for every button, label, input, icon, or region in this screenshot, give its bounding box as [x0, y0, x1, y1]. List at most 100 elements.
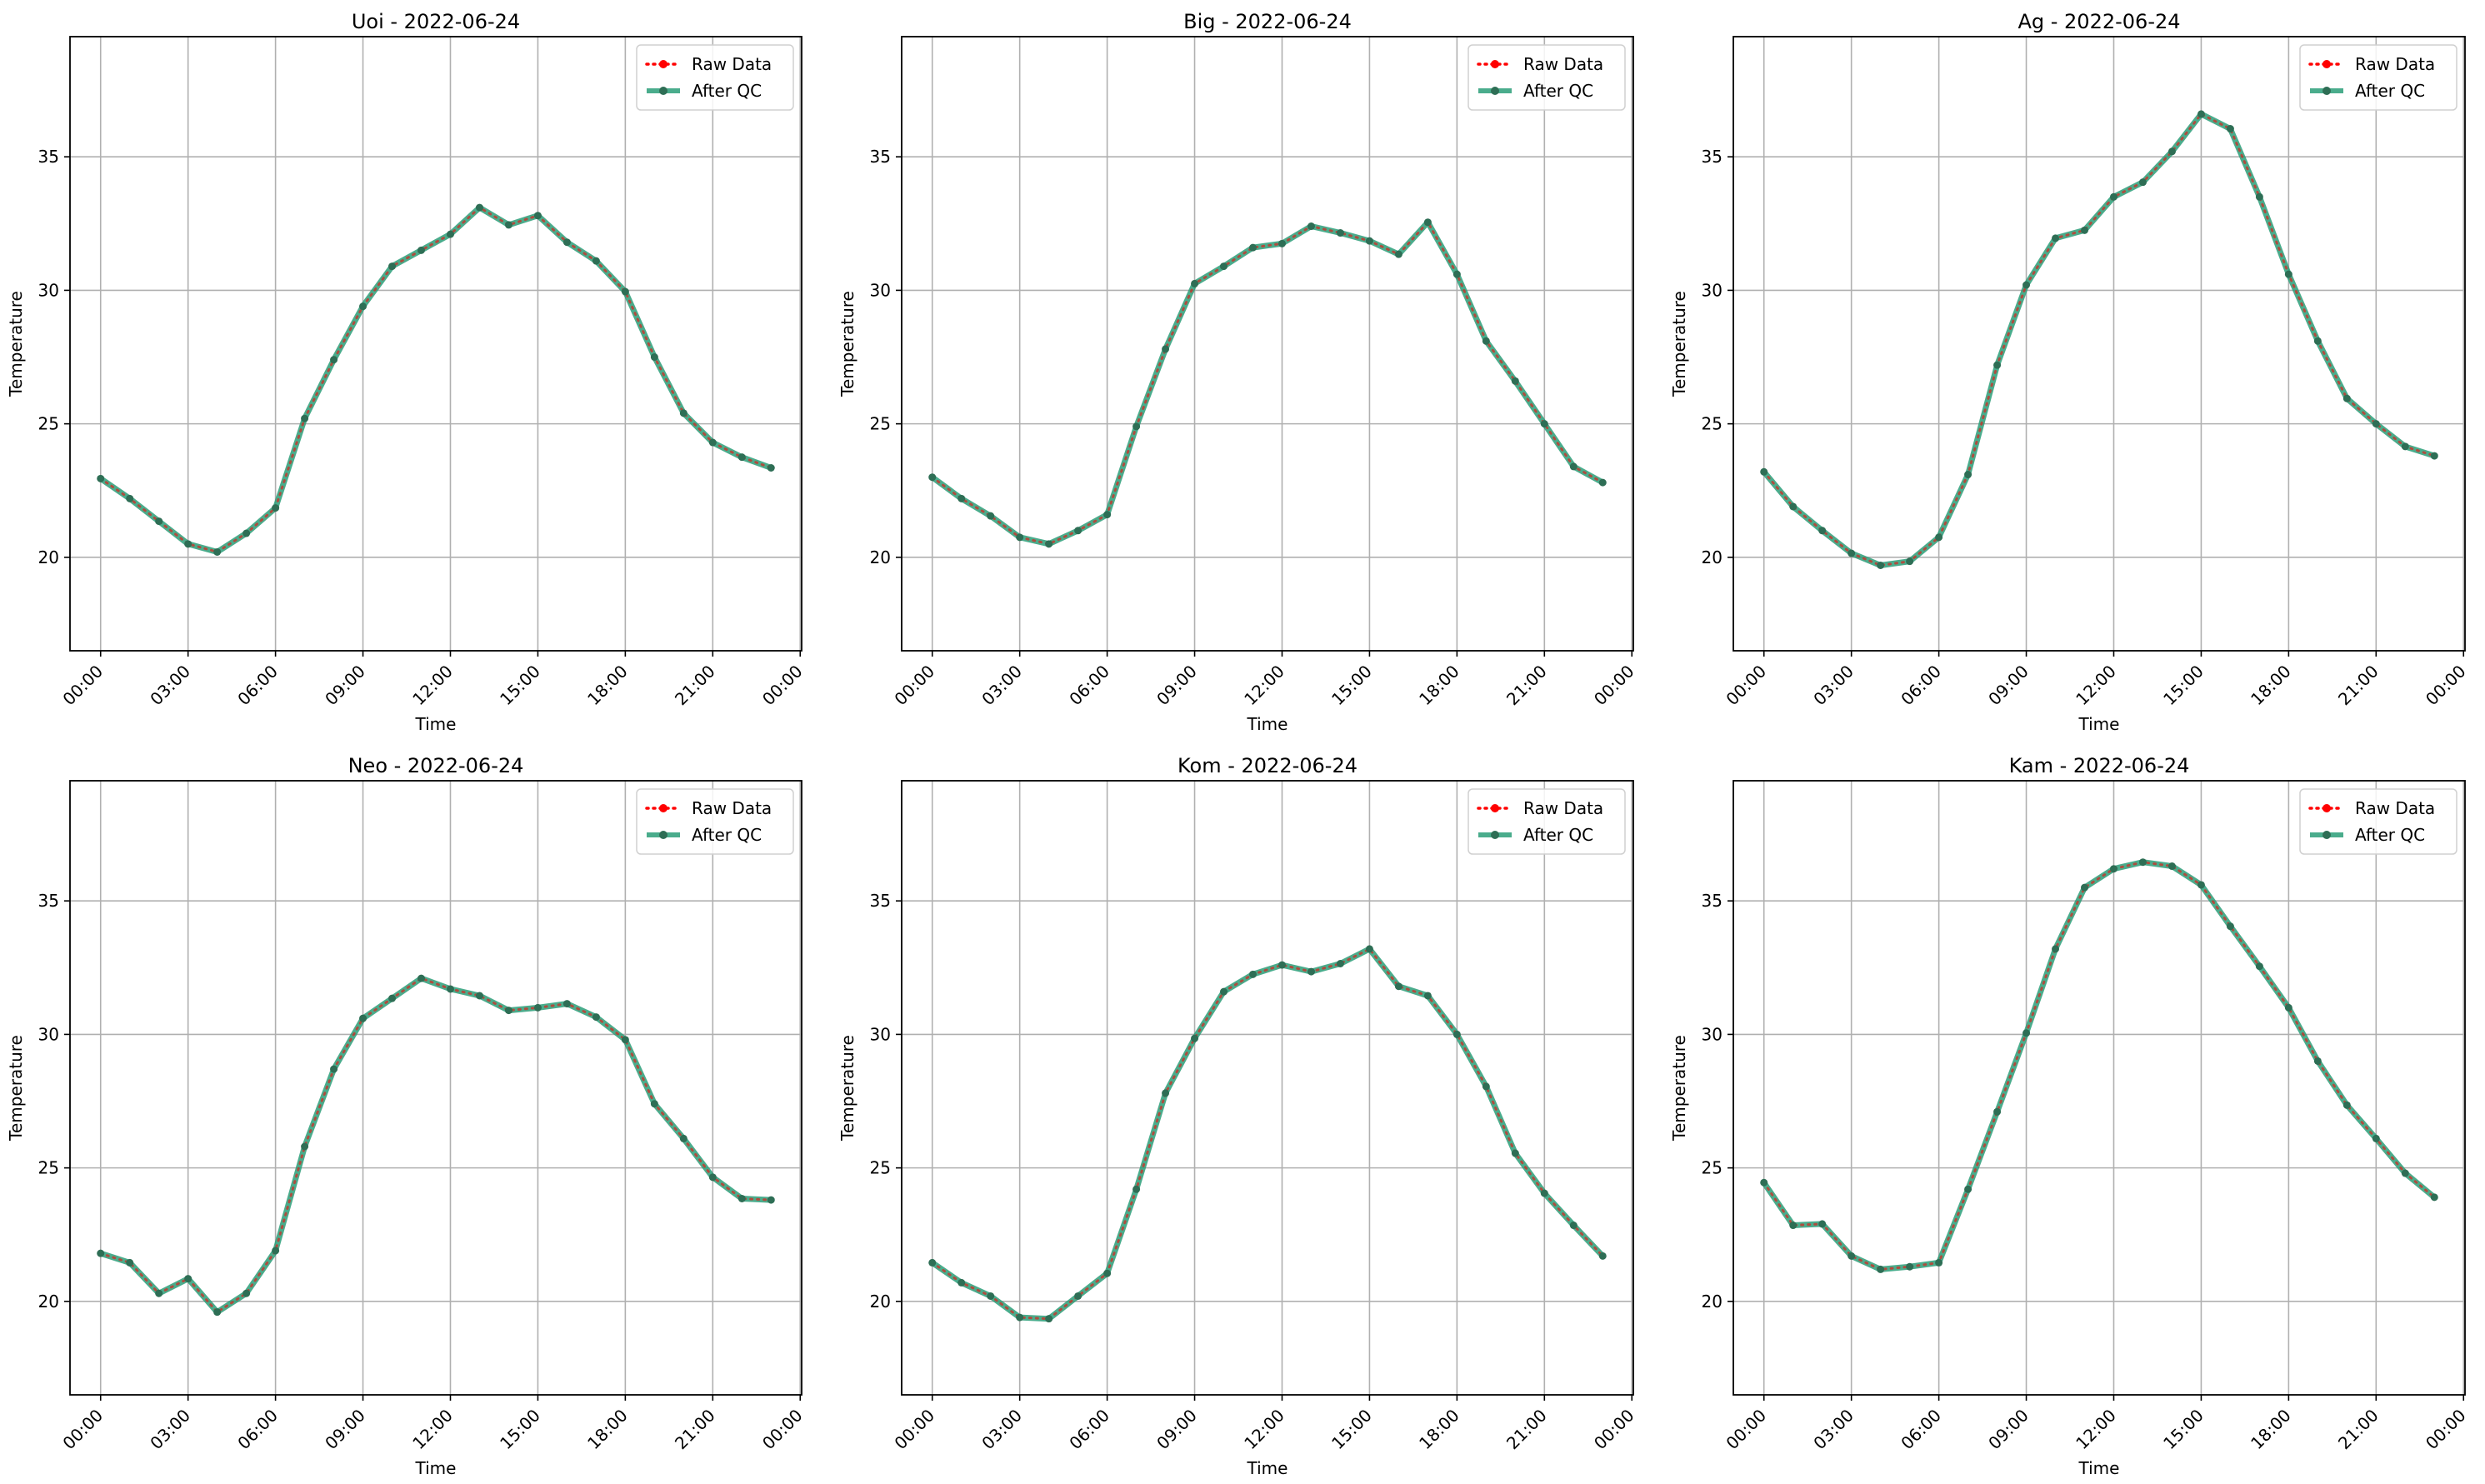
data-point-after-qc [1336, 959, 1344, 967]
axes-frame [69, 780, 802, 1396]
legend-marker-raw-data [1491, 804, 1499, 812]
x-tick-label: 18:00 [1415, 661, 1463, 709]
legend-box [636, 44, 794, 111]
x-tick-label: 00:00 [58, 661, 107, 709]
x-tick-label: 15:00 [1328, 1405, 1376, 1453]
subplot-3: 00:00 03:00 06:00 09:00 12:00 15:00 18:00 21:00… [1669, 10, 2470, 734]
axes-frame [901, 780, 1634, 1396]
x-tick-label: 00:00 [758, 1405, 807, 1453]
data-point-after-qc [2401, 1169, 2409, 1177]
data-point-after-qc [621, 287, 629, 296]
series-line-raw-data [1762, 861, 2436, 1271]
legend-label-raw-data: Raw Data [692, 54, 772, 74]
data-point-after-qc [97, 1249, 105, 1257]
x-tick-label: 18:00 [1415, 1405, 1463, 1453]
x-tick-label: 03:00 [1809, 661, 1858, 709]
data-point-after-qc [2052, 234, 2060, 242]
data-point-after-qc [1162, 1089, 1170, 1097]
x-tick-label: 00:00 [2422, 1405, 2470, 1453]
data-point-after-qc [1452, 1030, 1461, 1038]
data-point-after-qc [1906, 557, 1914, 566]
chart-title: Neo - 2022-06-24 [348, 754, 524, 777]
data-point-after-qc [1818, 527, 1827, 535]
data-point-after-qc [1877, 561, 1885, 569]
data-point-after-qc [1103, 511, 1112, 519]
y-tick-label: 35 [870, 147, 891, 167]
x-tick-label: 06:00 [233, 1405, 282, 1453]
x-tick-label: 15:00 [496, 1405, 544, 1453]
series-line-raw-data [99, 206, 772, 554]
y-tick-label: 25 [870, 1158, 891, 1178]
data-point-after-qc [2342, 394, 2351, 402]
x-tick-label: 06:00 [1065, 661, 1113, 709]
data-point-after-qc [388, 262, 397, 271]
y-axis-label: Temperature [6, 291, 26, 397]
data-point-after-qc [184, 540, 192, 548]
data-point-after-qc [272, 504, 280, 512]
subplot-4: 00:00 03:00 06:00 09:00 12:00 15:00 18:00 21:00… [6, 754, 807, 1478]
data-point-after-qc [475, 203, 483, 212]
data-point-after-qc [2372, 1134, 2380, 1142]
y-tick-label: 35 [38, 891, 59, 911]
y-tick-label: 20 [38, 547, 59, 567]
data-point-after-qc [1598, 478, 1607, 487]
legend-box [636, 788, 794, 855]
data-point-after-qc [2430, 452, 2438, 460]
data-point-after-qc [708, 438, 717, 447]
data-point-after-qc [504, 221, 512, 229]
y-tick-label: 30 [38, 1024, 59, 1044]
data-point-after-qc [1045, 540, 1053, 548]
y-tick-label: 20 [38, 1292, 59, 1312]
x-tick-label: 21:00 [2334, 661, 2382, 709]
data-point-after-qc [767, 1196, 775, 1204]
legend: Raw Data After QC [636, 44, 794, 111]
data-point-after-qc [1074, 527, 1082, 535]
data-point-after-qc [1789, 502, 1798, 511]
plot-area [902, 781, 1633, 1395]
data-point-after-qc [1789, 1222, 1798, 1230]
legend: Raw Data After QC [2299, 788, 2458, 855]
x-tick-label: 00:00 [2422, 661, 2470, 709]
subplot-1: 00:00 03:00 06:00 09:00 12:00 15:00 18:00 21:00… [6, 10, 807, 734]
y-tick-label: 30 [870, 280, 891, 300]
legend-marker-after-qc [1491, 87, 1499, 95]
y-tick-label: 20 [870, 1292, 891, 1312]
data-point-after-qc [213, 547, 222, 556]
x-tick-label: 18:00 [2247, 661, 2295, 709]
data-point-after-qc [1103, 1269, 1112, 1277]
y-tick-label: 35 [870, 891, 891, 911]
data-point-after-qc [2081, 883, 2089, 892]
x-tick-label: 03:00 [1809, 1405, 1858, 1453]
data-point-after-qc [708, 1173, 717, 1182]
x-tick-label: 15:00 [1328, 661, 1376, 709]
subplot-5: 00:00 03:00 06:00 09:00 12:00 15:00 18:00 21:00… [838, 754, 1638, 1478]
legend-label-after-qc: After QC [692, 825, 762, 845]
data-point-after-qc [1016, 533, 1024, 542]
data-point-after-qc [2226, 125, 2234, 133]
x-tick-label: 00:00 [890, 661, 938, 709]
legend-label-raw-data: Raw Data [1523, 54, 1603, 74]
y-axis-label: Temperature [6, 1035, 26, 1142]
data-point-after-qc [1220, 987, 1228, 996]
data-point-after-qc [2022, 1029, 2031, 1037]
axes-frame [1732, 780, 2466, 1396]
data-point-after-qc [1452, 270, 1461, 278]
data-point-after-qc [1935, 1258, 1943, 1267]
y-axis-label: Temperature [1669, 291, 1689, 397]
x-tick-label: 09:00 [1984, 1405, 2032, 1453]
data-point-after-qc [1423, 218, 1432, 227]
x-tick-label: 00:00 [1590, 1405, 1638, 1453]
data-point-after-qc [213, 1308, 222, 1317]
data-point-after-qc [1016, 1313, 1024, 1322]
data-point-after-qc [562, 1000, 571, 1008]
data-point-after-qc [1394, 250, 1402, 258]
data-point-after-qc [2255, 192, 2263, 201]
y-tick-label: 25 [38, 414, 59, 434]
plot-area [70, 781, 802, 1395]
data-point-after-qc [958, 494, 966, 502]
plot-area [1733, 781, 2465, 1395]
data-point-after-qc [359, 1014, 368, 1022]
data-point-after-qc [1220, 262, 1228, 271]
plot-area [1733, 37, 2465, 651]
data-point-after-qc [1540, 420, 1548, 428]
